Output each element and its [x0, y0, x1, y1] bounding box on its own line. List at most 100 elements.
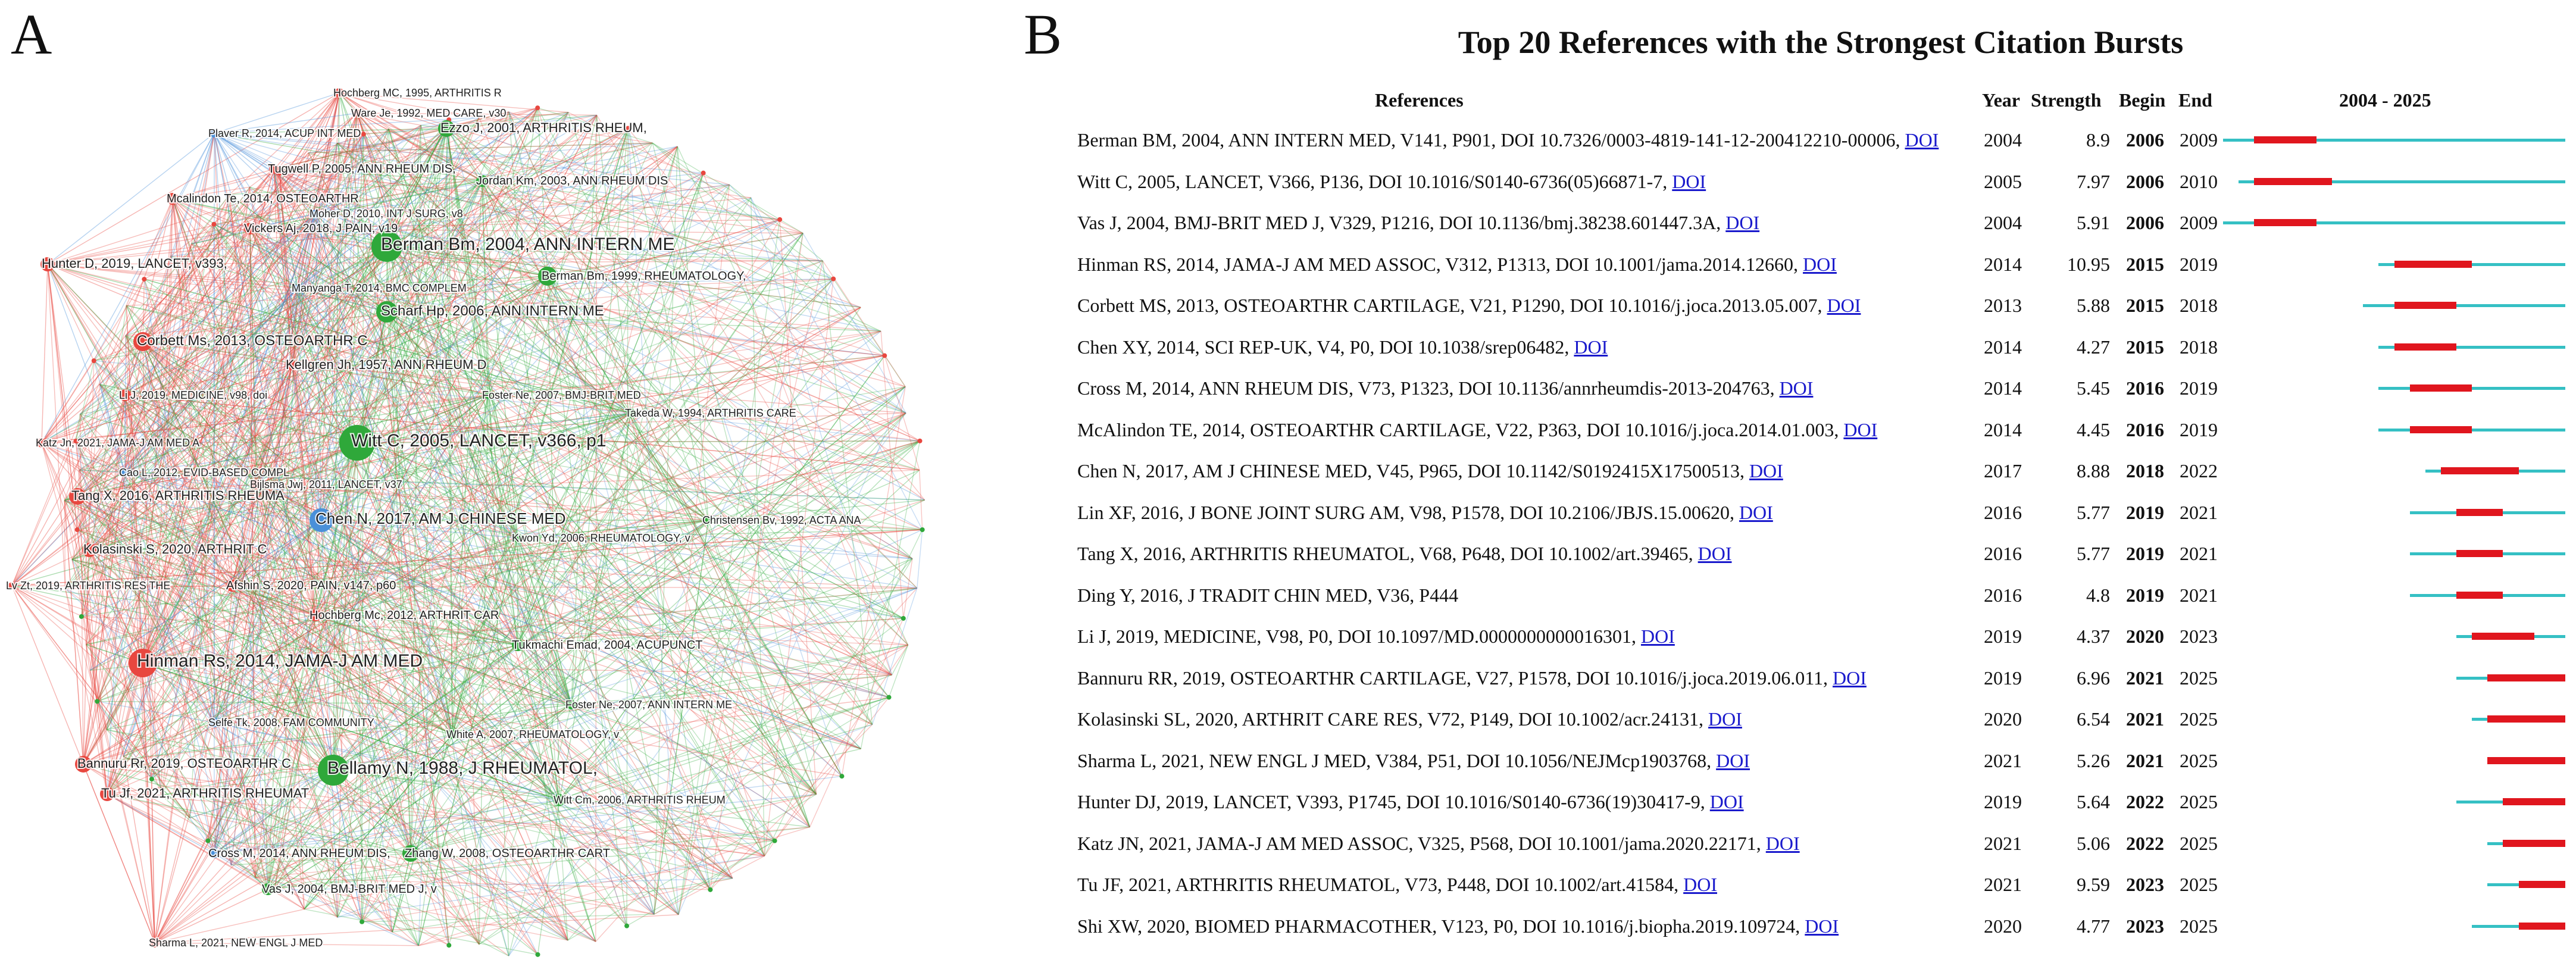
network-edge — [81, 243, 192, 617]
network-edge — [267, 840, 775, 890]
network-edge — [86, 644, 560, 801]
doi-link[interactable]: DOI — [1843, 418, 1878, 440]
network-edge — [537, 799, 560, 955]
doi-link[interactable]: DOI — [1725, 212, 1760, 233]
network-edge — [79, 414, 84, 765]
network-edge — [80, 414, 596, 942]
reference-text: Shi XW, 2020, BIOMED PHARMACOTHER, V123,… — [1077, 915, 1800, 937]
doi-link[interactable]: DOI — [1739, 501, 1773, 523]
network-edge — [249, 213, 316, 229]
network-edge — [386, 276, 548, 312]
strength-cell: 4.27 — [2077, 336, 2110, 358]
network-edge — [517, 499, 925, 539]
network-edge — [154, 187, 251, 943]
network-edge — [124, 412, 632, 473]
network-edge — [172, 198, 387, 247]
network-edge — [96, 128, 447, 702]
reference-text: Berman BM, 2004, ANN INTERN MED, V141, P… — [1077, 129, 1900, 151]
network-edge — [77, 197, 751, 530]
doi-link[interactable]: DOI — [1708, 708, 1742, 730]
network-edge — [124, 246, 387, 473]
strength-cell: 5.77 — [2077, 501, 2110, 523]
network-edge — [229, 194, 572, 705]
network-edge — [392, 853, 411, 933]
network-edge — [89, 549, 305, 909]
network-edge — [517, 233, 804, 646]
network-edge — [83, 194, 230, 765]
network-edge — [213, 224, 338, 918]
strength-cell: 6.96 — [2077, 667, 2110, 689]
network-edge — [297, 287, 560, 801]
network-node — [251, 480, 261, 489]
network-edge — [337, 142, 548, 277]
network-edge — [321, 520, 904, 619]
network-edge — [232, 143, 338, 586]
network-node — [8, 582, 15, 589]
network-edge — [81, 243, 192, 617]
network-edge — [339, 92, 483, 182]
network-edge — [315, 213, 518, 646]
network-edge — [255, 484, 733, 879]
network-edge — [337, 142, 906, 387]
doi-link[interactable]: DOI — [1905, 129, 1939, 151]
network-edge — [170, 255, 823, 262]
network-edge — [291, 365, 892, 676]
network-edge — [107, 246, 387, 795]
network-edge — [559, 355, 885, 801]
network-edge — [143, 279, 215, 723]
network-edge — [386, 311, 817, 795]
network-edge — [71, 559, 453, 735]
doi-link[interactable]: DOI — [1574, 336, 1608, 358]
network-edge — [232, 585, 765, 856]
network-edge — [357, 107, 538, 443]
network-edge — [337, 142, 709, 521]
network-edge — [89, 213, 316, 671]
network-edge — [172, 198, 679, 915]
network-node — [75, 756, 92, 773]
network-edge — [357, 442, 873, 725]
network-edge — [482, 180, 834, 280]
network-node-label: Selfe Tk, 2008, FAM COMMUNITY — [208, 717, 374, 728]
burst-title: Top 20 References with the Strongest Cit… — [1458, 24, 2184, 60]
network-edge — [764, 279, 834, 856]
network-edge — [386, 311, 817, 795]
network-edge — [232, 412, 632, 586]
network-edge — [47, 264, 632, 414]
burst-bar — [2487, 756, 2565, 764]
network-edge — [297, 287, 655, 915]
reference-cell: Ding Y, 2016, J TRADIT CHIN MED, V36, P4… — [1077, 573, 1458, 617]
network-edge — [41, 442, 78, 530]
network-edge — [315, 213, 322, 521]
network-edge — [99, 384, 419, 946]
network-node-label: Bannuru Rr, 2019, OSTEOARTHR C — [77, 756, 291, 771]
doi-link[interactable]: DOI — [1833, 667, 1867, 689]
network-edge — [71, 559, 316, 616]
doi-link[interactable]: DOI — [1709, 791, 1744, 812]
network-edge — [161, 442, 358, 796]
network-edge — [273, 168, 804, 234]
doi-link[interactable]: DOI — [1716, 749, 1750, 771]
doi-link[interactable]: DOI — [1683, 874, 1717, 895]
doi-link[interactable]: DOI — [1805, 915, 1839, 937]
network-edge — [77, 529, 108, 795]
network-edge — [154, 115, 598, 943]
doi-link[interactable]: DOI — [1672, 170, 1706, 192]
doi-link[interactable]: DOI — [1765, 832, 1800, 854]
network-edge — [267, 233, 804, 890]
doi-link[interactable]: DOI — [1697, 543, 1732, 564]
doi-link[interactable]: DOI — [1749, 460, 1783, 482]
network-edge — [214, 133, 316, 616]
network-node — [901, 615, 906, 621]
network-edge — [47, 264, 560, 801]
doi-link[interactable]: DOI — [1827, 295, 1861, 316]
reference-cell: Hunter DJ, 2019, LANCET, V393, P1745, DO… — [1077, 780, 1744, 824]
network-edge — [273, 168, 568, 941]
doi-link[interactable]: DOI — [1803, 253, 1837, 275]
network-edge — [77, 496, 733, 879]
network-edge — [508, 279, 834, 956]
burst-bar — [2254, 219, 2316, 226]
doi-link[interactable]: DOI — [1640, 626, 1675, 647]
network-edge — [41, 442, 411, 854]
doi-link[interactable]: DOI — [1779, 377, 1814, 399]
